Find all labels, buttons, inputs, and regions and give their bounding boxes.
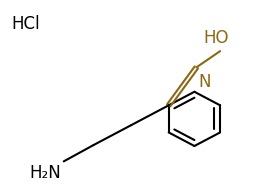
Text: HCl: HCl bbox=[11, 15, 40, 33]
Text: N: N bbox=[198, 73, 211, 91]
Text: HO: HO bbox=[203, 29, 229, 47]
Text: H₂N: H₂N bbox=[29, 164, 61, 182]
